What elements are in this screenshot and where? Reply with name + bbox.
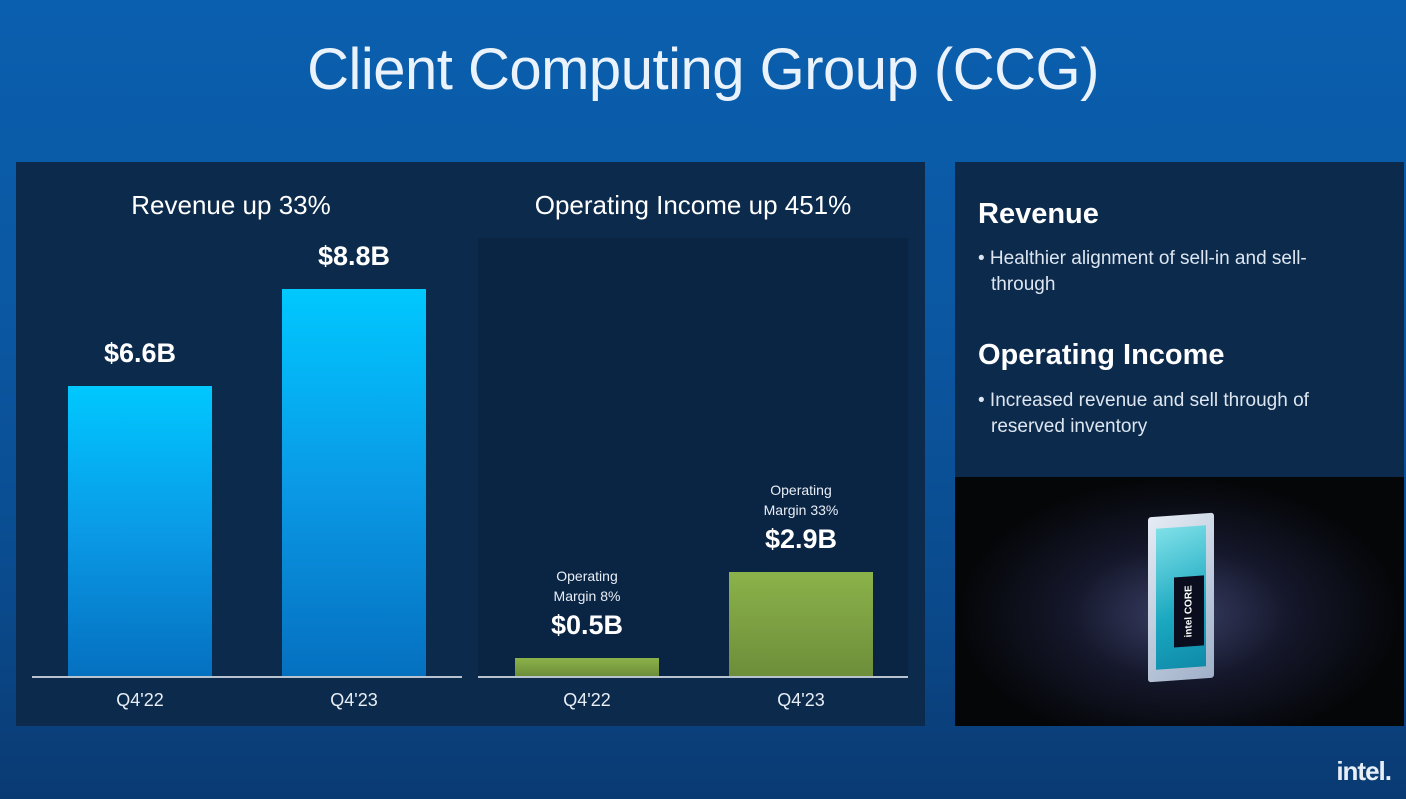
oi-margin-note: Operating Margin 33%: [701, 480, 901, 520]
oi-x-tick: Q4'22: [563, 690, 611, 710]
margin-note: Operating: [556, 568, 618, 584]
revenue-axis: [32, 676, 462, 678]
margin-note: Margin 33%: [763, 501, 839, 518]
oi-bar: [515, 658, 659, 676]
commentary-panel: Revenue • Healthier alignment of sell-in…: [955, 162, 1404, 726]
revenue-bar: [68, 385, 212, 676]
oi-chart-title: Operating Income up 451%: [534, 190, 852, 220]
margin-note: Margin 8%: [553, 588, 621, 604]
revenue-x-tick: Q4'22: [116, 690, 164, 710]
processor-image: intel CORE: [955, 477, 1404, 726]
revenue-bullet: • Healthier alignment of sell-in and sel…: [978, 248, 1307, 295]
revenue-data-label: $8.8B: [317, 240, 391, 271]
charts-panel: Revenue up 33% Operating Income up 451% …: [16, 162, 925, 726]
oi-data-label: $2.9B: [764, 523, 838, 554]
intel-logo: intel.: [1336, 756, 1392, 786]
revenue-data-label: $6.6B: [103, 337, 177, 368]
oi-heading: Operating Income: [978, 339, 1225, 371]
chip-label: intel CORE: [1174, 575, 1204, 648]
oi-data-label: $0.5B: [550, 610, 624, 640]
oi-x-tick: Q4'23: [777, 690, 825, 710]
revenue-x-tick: Q4'23: [330, 690, 378, 710]
oi-bar: [729, 571, 873, 676]
oi-bullet: • Increased revenue and sell through of …: [978, 390, 1309, 437]
oi-axis: [478, 676, 908, 678]
slide-title: Client Computing Group (CCG): [307, 37, 1099, 102]
revenue-chart-title: Revenue up 33%: [131, 190, 331, 220]
revenue-bar: [282, 288, 426, 676]
revenue-heading: Revenue: [978, 198, 1099, 230]
oi-margin-note: Operating Margin 8%: [487, 566, 687, 606]
margin-note: Operating: [770, 481, 832, 498]
chip-icon: intel CORE: [1148, 512, 1214, 683]
